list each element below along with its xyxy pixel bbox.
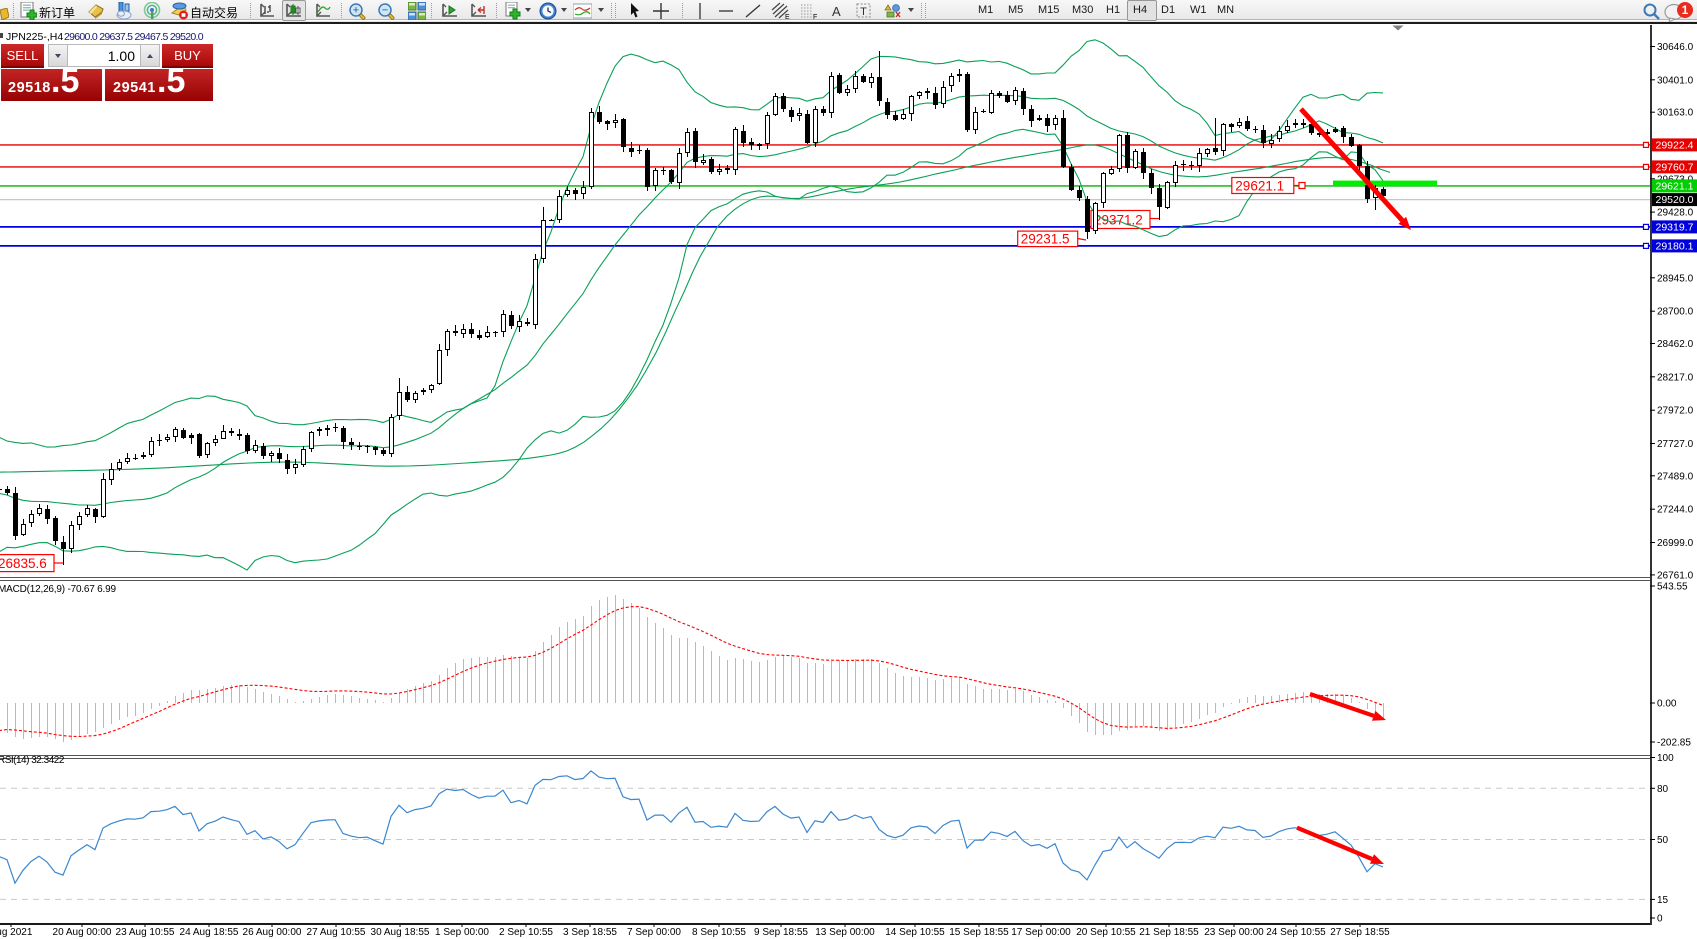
svg-text:20 Sep 10:55: 20 Sep 10:55 [1076,927,1136,938]
svg-text:30 Aug 18:55: 30 Aug 18:55 [371,927,430,938]
svg-text:3 Sep 18:55: 3 Sep 18:55 [563,927,617,938]
svg-text:28700.0: 28700.0 [1657,307,1694,318]
svg-text:15 Sep 18:55: 15 Sep 18:55 [949,927,1009,938]
svg-text:27972.0: 27972.0 [1657,406,1694,417]
svg-text:28945.0: 28945.0 [1657,273,1694,284]
svg-text:26 Aug 00:00: 26 Aug 00:00 [243,927,302,938]
svg-text:15: 15 [1657,895,1669,906]
svg-text:29621.1: 29621.1 [1235,179,1284,194]
svg-text:JPN225-,H4: JPN225-,H4 [6,31,63,43]
svg-text:−: − [382,5,388,17]
svg-text:14 Sep 10:55: 14 Sep 10:55 [885,927,945,938]
svg-text:29319.7: 29319.7 [1656,222,1694,234]
svg-text:26761.0: 26761.0 [1657,570,1694,581]
svg-text:RSI(14) 32.3422: RSI(14) 32.3422 [0,755,65,766]
svg-text:50: 50 [1657,835,1669,846]
svg-text:T: T [860,6,867,18]
svg-text:MACD(12,26,9) -70.67 6.99: MACD(12,26,9) -70.67 6.99 [0,584,116,595]
svg-text:29520.0: 29520.0 [1656,194,1694,206]
svg-text:30646.0: 30646.0 [1657,42,1694,53]
svg-text:23 Aug 10:55: 23 Aug 10:55 [116,927,175,938]
svg-text:F: F [813,14,817,20]
svg-text:2 Sep 10:55: 2 Sep 10:55 [499,927,553,938]
svg-text:80: 80 [1657,784,1669,795]
svg-text:29621.1: 29621.1 [1656,181,1694,193]
svg-text:26999.0: 26999.0 [1657,538,1694,549]
svg-text:Aug 2021: Aug 2021 [0,927,33,938]
svg-text:9 Sep 18:55: 9 Sep 18:55 [754,927,808,938]
svg-text:27244.0: 27244.0 [1657,505,1694,516]
svg-text:23 Sep 00:00: 23 Sep 00:00 [1204,927,1264,938]
svg-text:27 Sep 18:55: 27 Sep 18:55 [1330,927,1390,938]
svg-text:24 Aug 18:55: 24 Aug 18:55 [180,927,239,938]
svg-text:7 Sep 00:00: 7 Sep 00:00 [627,927,681,938]
svg-text:543.55: 543.55 [1657,582,1688,593]
svg-text:29922.4: 29922.4 [1656,140,1694,152]
svg-text:17 Sep 00:00: 17 Sep 00:00 [1011,927,1071,938]
svg-text:28462.0: 28462.0 [1657,339,1694,350]
svg-text:20 Aug 00:00: 20 Aug 00:00 [53,927,112,938]
svg-text:100: 100 [1657,753,1674,764]
svg-text:0: 0 [1657,914,1663,925]
svg-text:27 Aug 10:55: 27 Aug 10:55 [307,927,366,938]
svg-text:21 Sep 18:55: 21 Sep 18:55 [1139,927,1199,938]
svg-text:1: 1 [1682,3,1689,17]
svg-text:29760.7: 29760.7 [1656,162,1694,174]
svg-text:8 Sep 10:55: 8 Sep 10:55 [692,927,746,938]
svg-text:28217.0: 28217.0 [1657,372,1694,383]
svg-text:29371.2: 29371.2 [1094,213,1143,228]
svg-text:+: + [353,5,359,17]
svg-text:13 Sep 00:00: 13 Sep 00:00 [815,927,875,938]
svg-text:29231.5: 29231.5 [1021,232,1070,247]
svg-text:29428.0: 29428.0 [1657,208,1694,219]
svg-text:E: E [785,14,790,20]
svg-text:27727.0: 27727.0 [1657,439,1694,450]
svg-text:26835.6: 26835.6 [0,556,47,571]
svg-text:1 Sep 00:00: 1 Sep 00:00 [435,927,489,938]
svg-text:29180.1: 29180.1 [1656,241,1694,253]
svg-text:-202.85: -202.85 [1657,738,1691,749]
svg-text:24 Sep 10:55: 24 Sep 10:55 [1266,927,1326,938]
svg-text:30163.0: 30163.0 [1657,108,1694,119]
svg-text:0.00: 0.00 [1657,699,1677,710]
svg-text:27489.0: 27489.0 [1657,471,1694,482]
svg-text:30401.0: 30401.0 [1657,75,1694,86]
svg-text:29600.0 29637.5 29467.5 29520.: 29600.0 29637.5 29467.5 29520.0 [64,31,204,43]
